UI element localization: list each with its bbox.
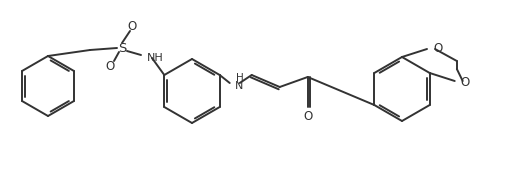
Text: H: H bbox=[236, 73, 243, 83]
Text: O: O bbox=[105, 60, 115, 73]
Text: O: O bbox=[461, 76, 470, 89]
Text: O: O bbox=[433, 41, 442, 54]
Text: O: O bbox=[127, 20, 136, 33]
Text: NH: NH bbox=[147, 53, 164, 63]
Text: N: N bbox=[235, 81, 243, 91]
Text: O: O bbox=[303, 110, 312, 123]
Text: S: S bbox=[118, 41, 126, 54]
